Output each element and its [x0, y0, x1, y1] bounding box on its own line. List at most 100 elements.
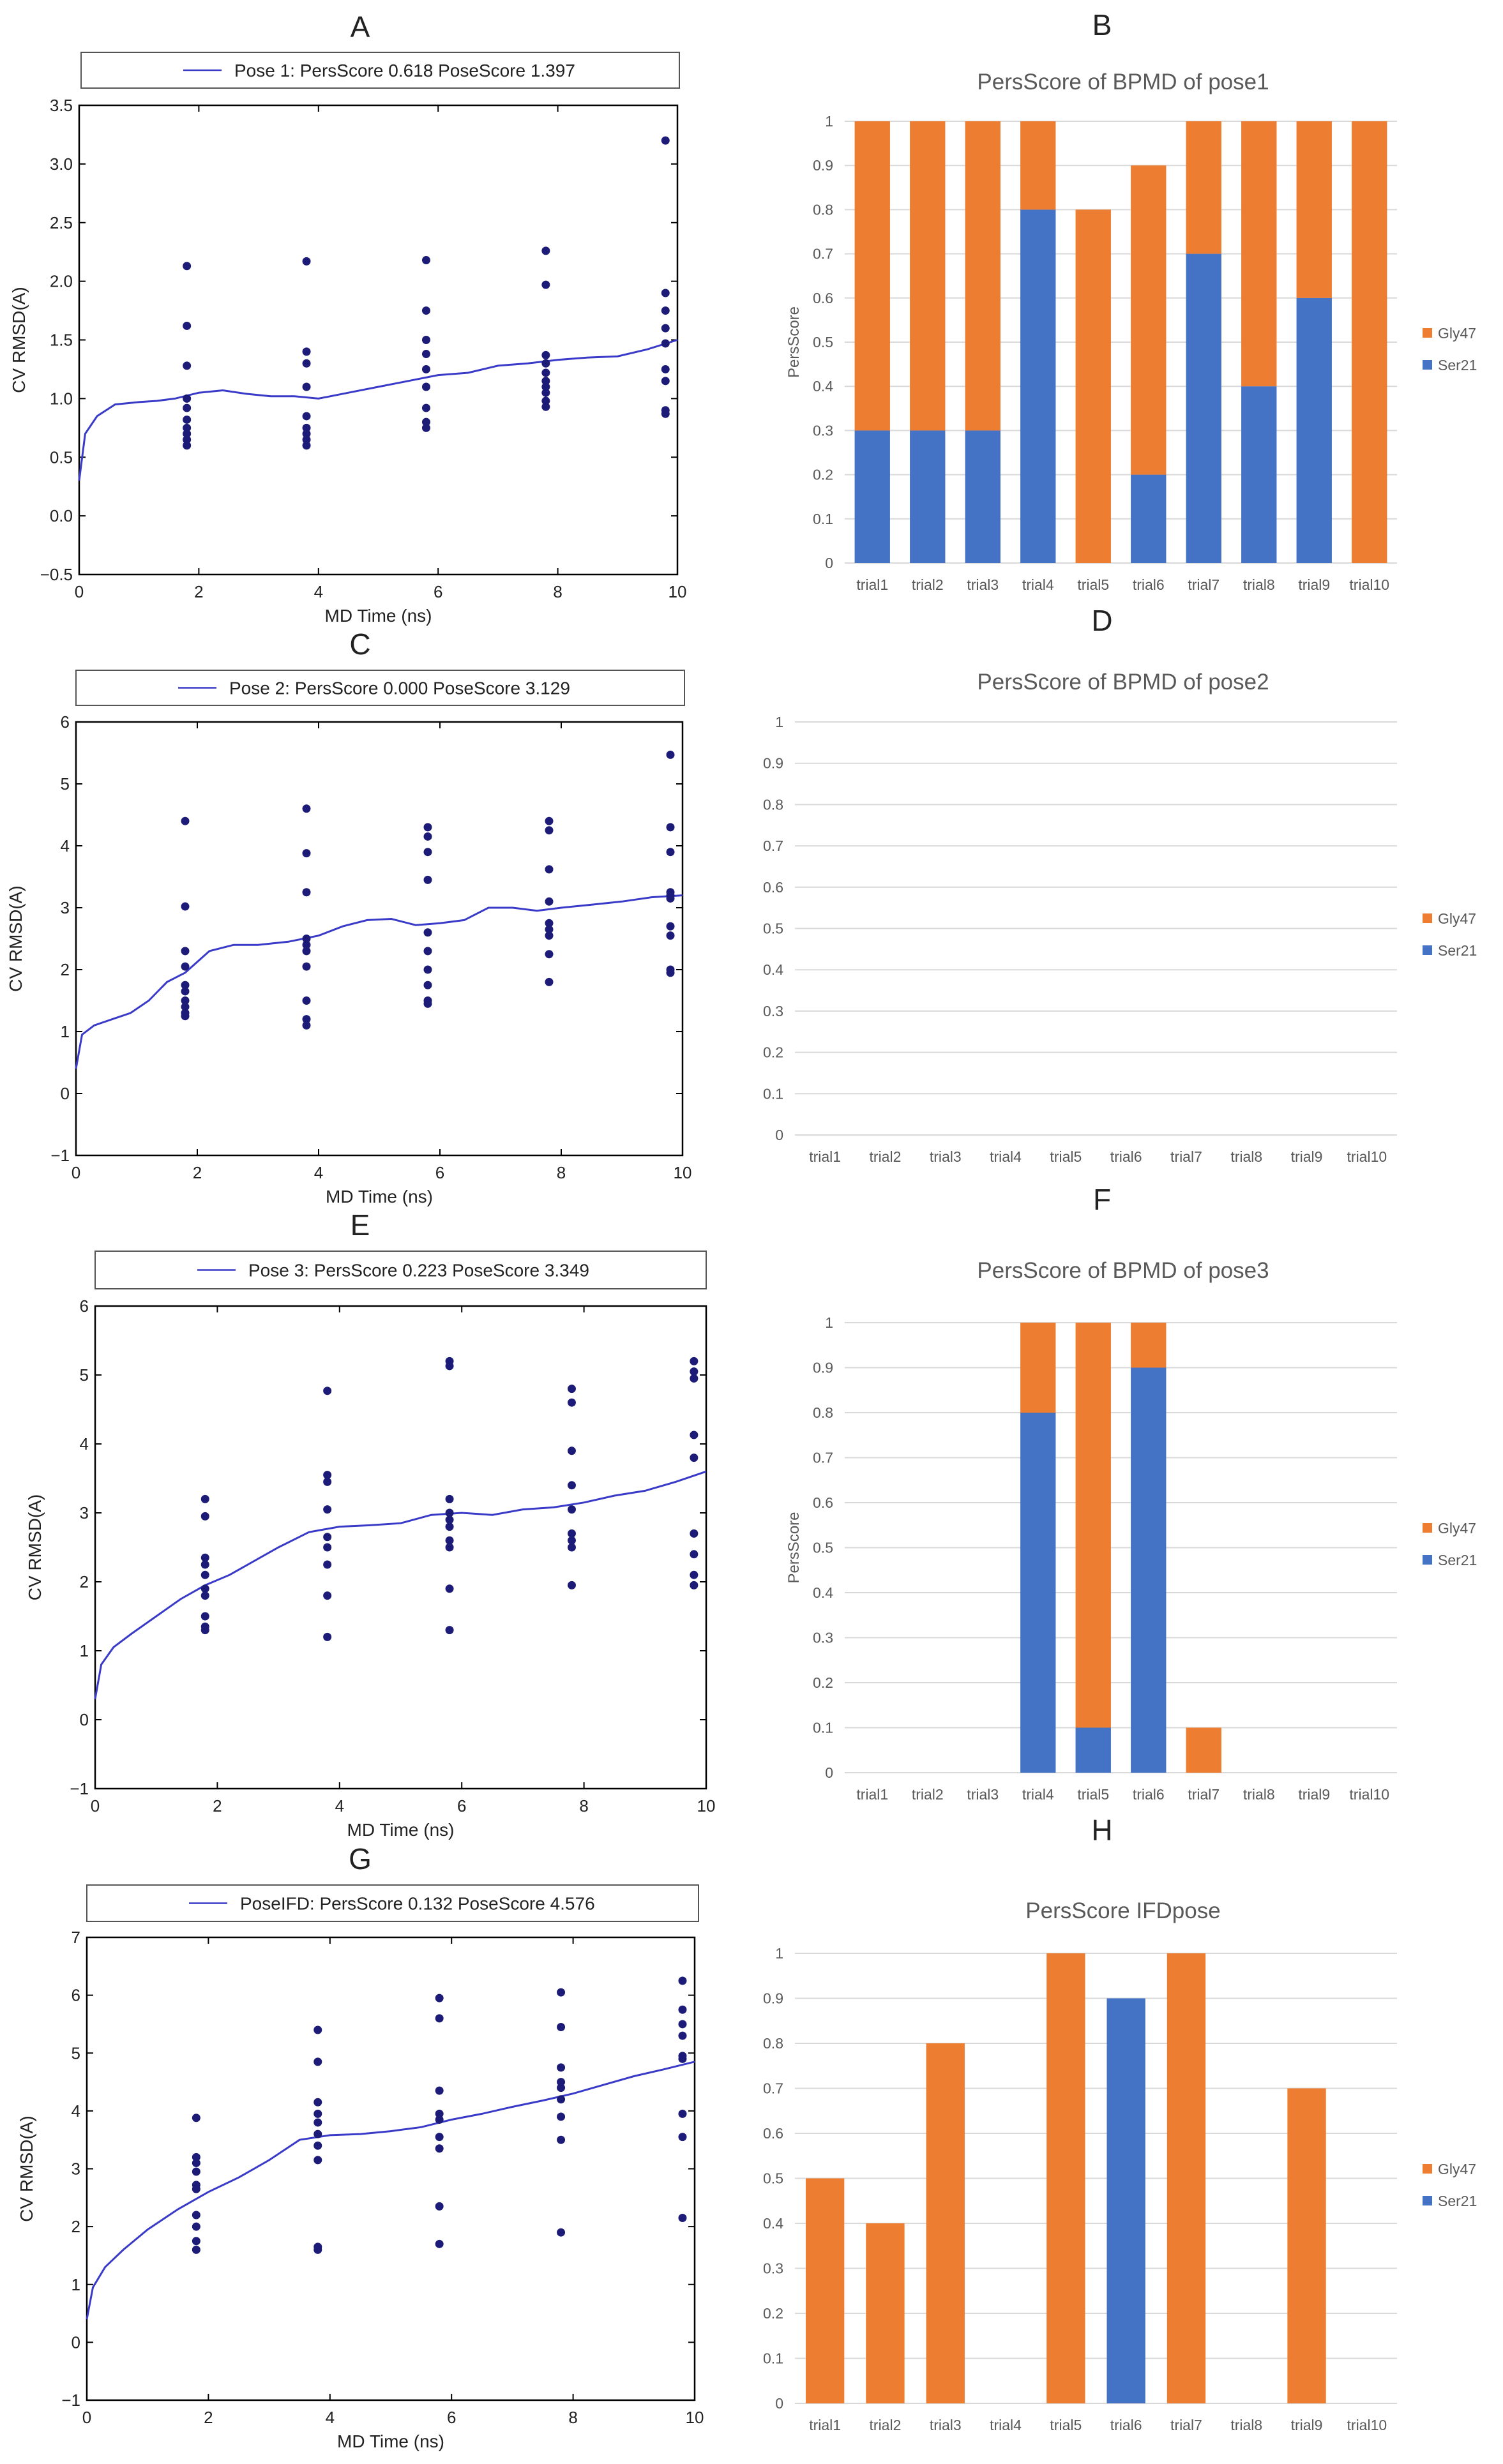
panel-e-letter: E — [351, 1208, 370, 1242]
panel-c-data-point — [302, 996, 311, 1005]
panel-c-data-point — [181, 947, 190, 956]
panel-c-legend-label: Pose 2: PersScore 0.000 PoseScore 3.129 — [229, 679, 570, 698]
panel-d-xtick-label: trial4 — [990, 1148, 1022, 1165]
panel-f-bar-gly47-trial6 — [1131, 1323, 1167, 1368]
panel-d-ytick-label: 0.7 — [763, 838, 783, 854]
panel-e-data-point — [200, 1584, 209, 1593]
panel-a-data-point — [183, 435, 192, 444]
panel-c-data-point — [545, 925, 554, 934]
panel-f-xtick-label: trial9 — [1298, 1786, 1330, 1803]
panel-e-data-point — [690, 1431, 699, 1439]
panel-e-plot-frame — [94, 1305, 707, 1790]
panel-b-bar-ser21-trial9 — [1296, 297, 1332, 563]
panel-g-ytick-label: 7 — [72, 1928, 80, 1947]
panel-a-data-point — [661, 409, 670, 418]
panel-d-xtick-label: trial1 — [809, 1148, 841, 1165]
panel-c-data-point — [545, 977, 554, 986]
panel-c-xtick-label: 2 — [193, 1163, 202, 1182]
panel-g-data-point — [557, 2063, 566, 2072]
panel-h-letter: H — [1091, 1814, 1112, 1847]
panel-a-data-point — [541, 280, 550, 289]
panel-c-data-point — [302, 888, 311, 897]
panel-c-ylabel: CV RMSD(A) — [6, 885, 26, 991]
panel-g-data-point — [435, 2202, 444, 2211]
panel-g-data-point — [435, 2239, 444, 2248]
panel-e-xtick-label: 6 — [457, 1796, 466, 1815]
panel-c-data-point — [423, 928, 432, 937]
panel-e-data-point — [323, 1533, 332, 1542]
panel-g-data-point — [678, 2109, 687, 2118]
panel-e-xtick-label: 4 — [335, 1796, 344, 1815]
panel-a-ytick-label: 3.5 — [50, 96, 73, 115]
panel-f-title: PersScore of BPMD of pose3 — [977, 1258, 1269, 1283]
panel-b-ytick-label: 0 — [825, 555, 833, 571]
panel-h-xtick-label: trial10 — [1347, 2417, 1387, 2433]
panel-f-ytick-label: 1 — [825, 1314, 833, 1331]
panel-a-data-point — [302, 423, 311, 432]
panel-g-xlabel: MD Time (ns) — [337, 2431, 444, 2451]
panel-a-data-point — [541, 402, 550, 411]
panel-b-bar-gly47-trial8 — [1241, 121, 1277, 387]
panel-e-data-point — [323, 1477, 332, 1486]
panel-a-data-point — [541, 368, 550, 377]
panel-f-ytick-label: 0.6 — [813, 1494, 833, 1511]
panel-c-data-point — [181, 987, 190, 996]
panel-h-bar-gly47-trial5 — [1046, 1953, 1085, 2403]
panel-f-legend-swatch-ser21 — [1423, 1555, 1432, 1565]
panel-b-ytick-label: 0.2 — [813, 467, 833, 483]
panel-g-running-mean-line — [86, 2061, 695, 2320]
panel-b-bar-gly47-trial5 — [1075, 209, 1111, 563]
panel-h-bar-gly47-trial1 — [805, 2178, 845, 2403]
panel-e-data-point — [567, 1481, 576, 1490]
panel-e-data-point — [200, 1570, 209, 1579]
panel-a-data-point — [302, 430, 311, 438]
panel-e-data-point — [200, 1553, 209, 1562]
panel-c-data-point — [423, 848, 432, 857]
panel-e-data-point — [690, 1581, 699, 1589]
panel-g-data-point — [678, 2005, 687, 2014]
panel-c-ytick-label: 6 — [61, 712, 70, 732]
panel-f-xtick-label: trial1 — [856, 1786, 888, 1803]
panel-e-data-point — [323, 1543, 332, 1552]
panel-a-data-point — [302, 359, 311, 368]
panel-g-data-point — [678, 2054, 687, 2063]
panel-g-data-point — [557, 2022, 566, 2031]
panel-g-letter: G — [349, 1842, 372, 1875]
panel-e-data-point — [200, 1626, 209, 1635]
panel-a-xtick-label: 10 — [668, 582, 687, 601]
panel-c-data-point — [181, 816, 190, 825]
panel-f-xtick-label: trial5 — [1077, 1786, 1109, 1803]
panel-d-ytick-label: 1 — [775, 714, 783, 730]
panel-e-ytick-label: 2 — [80, 1572, 89, 1591]
panel-e-legend-label: Pose 3: PersScore 0.223 PoseScore 3.349 — [248, 1261, 589, 1281]
panel-g-data-point — [435, 2109, 444, 2118]
panel-a-data-point — [302, 382, 311, 391]
panel-a-xtick-label: 8 — [553, 582, 562, 601]
panel-d-title: PersScore of BPMD of pose2 — [977, 670, 1269, 695]
panel-d-legend-label: Ser21 — [1438, 942, 1477, 959]
panel-c-data-point — [666, 968, 675, 977]
panel-c-data-point — [423, 823, 432, 832]
panel-g-data-point — [435, 1994, 444, 2002]
panel-d-xtick-label: trial10 — [1347, 1148, 1387, 1165]
panel-f-xtick-label: trial8 — [1243, 1786, 1275, 1803]
panel-e-ytick-label: 0 — [80, 1710, 89, 1729]
panel-d-ytick-label: 0.5 — [763, 920, 783, 937]
panel-g-data-point — [435, 2115, 444, 2124]
panel-e-xtick-label: 0 — [91, 1796, 100, 1815]
panel-g-data-point — [313, 2057, 322, 2066]
panel-b-legend-label: Ser21 — [1438, 357, 1477, 373]
panel-c-data-point — [666, 823, 675, 832]
panel-f-xtick-label: trial4 — [1022, 1786, 1054, 1803]
panel-h-legend-label: Gly47 — [1438, 2161, 1476, 2177]
panel-g-data-point — [435, 2133, 444, 2142]
panel-c-data-point — [181, 996, 190, 1005]
panel-c-data-point — [181, 980, 190, 989]
panel-d-xtick-label: trial5 — [1050, 1148, 1082, 1165]
panel-b-ytick-label: 0.5 — [813, 334, 833, 350]
panel-f-ytick-label: 0.2 — [813, 1674, 833, 1691]
panel-a-data-point — [541, 359, 550, 368]
panel-b-ytick-label: 0.8 — [813, 201, 833, 218]
panel-h-title: PersScore IFDpose — [1025, 1898, 1220, 1923]
panel-f-xtick-label: trial7 — [1188, 1786, 1220, 1803]
